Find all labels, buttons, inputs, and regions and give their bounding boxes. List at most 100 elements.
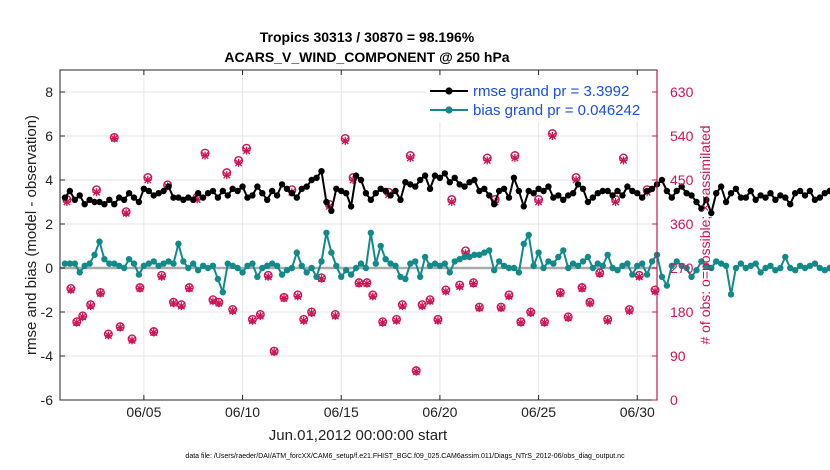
- rmse-point: [303, 183, 310, 190]
- legend-box: [426, 78, 652, 122]
- y-right-tick-label: 90: [670, 348, 686, 364]
- bias-point: [584, 253, 592, 261]
- rmse-point: [209, 187, 217, 195]
- obs-assimilated-marker: [293, 292, 302, 301]
- obs-assimilated-marker: [611, 198, 620, 206]
- bias-point: [254, 273, 261, 280]
- y-tick-label: 4: [45, 172, 53, 188]
- rmse-point: [604, 187, 611, 195]
- obs-assimilated-marker: [635, 272, 644, 281]
- rmse-point: [614, 187, 621, 195]
- bias-point: [239, 269, 246, 276]
- rmse-point: [777, 192, 784, 199]
- obs-assimilated-marker: [516, 318, 525, 327]
- bias-point: [219, 289, 227, 296]
- bias-point: [550, 260, 557, 267]
- obs-assimilated-marker: [426, 297, 435, 306]
- bias-point: [589, 264, 597, 272]
- rmse-point: [826, 187, 830, 195]
- rmse-point: [727, 190, 735, 197]
- bias-point: [268, 260, 276, 267]
- bias-point: [461, 253, 468, 261]
- bias-point: [757, 269, 764, 276]
- bias-point: [535, 249, 542, 256]
- rmse-point: [678, 183, 685, 190]
- bias-point: [421, 253, 429, 261]
- bias-point: [471, 251, 478, 258]
- bias-point: [180, 258, 187, 265]
- obs-assimilated-marker: [625, 307, 634, 316]
- bias-point: [347, 271, 355, 278]
- rmse-point: [703, 196, 710, 203]
- bias-point: [772, 267, 779, 274]
- rmse-point: [658, 176, 666, 184]
- rmse-point: [663, 187, 671, 195]
- rmse-point: [752, 196, 759, 203]
- bias-point: [609, 264, 616, 272]
- obs-assimilated-marker: [222, 171, 231, 180]
- rmse-point: [190, 196, 197, 203]
- rmse-point: [392, 187, 399, 195]
- rmse-point: [338, 187, 345, 195]
- rmse-point: [175, 194, 182, 201]
- bias-point: [318, 258, 325, 265]
- x-tick-label: 06/25: [521, 404, 556, 420]
- rmse-point: [515, 187, 523, 195]
- obs-assimilated-marker: [72, 318, 81, 327]
- rmse-point: [111, 201, 118, 208]
- rmse-point: [476, 187, 483, 195]
- rmse-point: [125, 190, 133, 197]
- bias-point: [76, 269, 83, 276]
- y-right-tick-label: 450: [670, 172, 694, 188]
- bias-point: [693, 267, 700, 274]
- rmse-point: [101, 201, 108, 208]
- x-tick-label: 06/10: [225, 404, 260, 420]
- rmse-point: [214, 194, 222, 201]
- bias-point: [624, 260, 631, 267]
- bias-point: [545, 258, 552, 265]
- bias-point: [313, 273, 320, 280]
- rmse-point: [259, 190, 266, 197]
- obs-assimilated-marker: [368, 292, 377, 301]
- obs-assimilated-marker: [62, 198, 71, 206]
- rmse-point: [471, 176, 478, 184]
- bias-point: [782, 253, 789, 261]
- rmse-point: [106, 196, 113, 203]
- bias-point: [145, 260, 153, 267]
- bias-point: [599, 262, 606, 269]
- chart-title-line-1: Tropics 30313 / 30870 = 98.196%: [260, 29, 475, 45]
- bias-point: [658, 273, 666, 280]
- rmse-point: [619, 192, 626, 199]
- obs-assimilated-marker: [256, 311, 265, 320]
- rmse-point: [436, 174, 444, 181]
- rmse-point: [288, 190, 296, 197]
- bias-point: [120, 264, 128, 272]
- rmse-point: [76, 192, 83, 199]
- bias-point: [338, 273, 345, 280]
- rmse-point: [254, 183, 261, 190]
- bias-point: [426, 262, 434, 269]
- obs-assimilated-marker: [595, 269, 604, 278]
- rmse-point: [185, 194, 192, 201]
- rmse-point: [747, 187, 754, 195]
- rmse-point: [486, 192, 493, 199]
- bias-point: [732, 264, 740, 272]
- y-tick-label: -2: [41, 304, 54, 320]
- y-tick-label: 0: [45, 260, 53, 276]
- rmse-point: [416, 176, 424, 184]
- obs-assimilated-marker: [392, 316, 401, 325]
- obs-assimilated-marker: [242, 146, 251, 155]
- rmse-point: [495, 187, 503, 195]
- rmse-point: [564, 192, 572, 199]
- bias-point: [288, 264, 296, 272]
- x-axis-label: Jun.01,2012 00:00:00 start: [269, 427, 448, 444]
- bias-point: [614, 267, 621, 274]
- rmse-point: [609, 192, 616, 199]
- bias-point: [703, 262, 710, 269]
- obs-assimilated-marker: [116, 323, 125, 332]
- bias-point: [767, 262, 774, 269]
- rmse-point: [441, 170, 449, 177]
- rmse-point: [397, 196, 404, 203]
- series-lines: [61, 168, 830, 298]
- rmse-point: [116, 194, 123, 201]
